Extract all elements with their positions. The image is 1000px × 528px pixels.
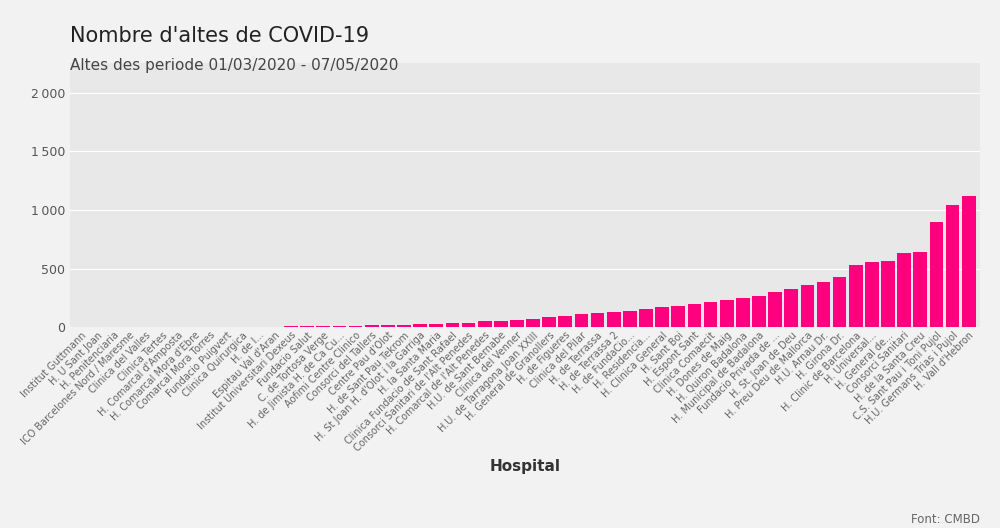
Bar — [542, 317, 556, 327]
Bar — [349, 326, 362, 327]
Bar — [284, 326, 298, 327]
Bar — [849, 265, 863, 327]
Bar — [558, 316, 572, 327]
Bar — [768, 292, 782, 327]
Bar — [300, 326, 314, 327]
Bar — [881, 261, 895, 327]
Bar — [397, 325, 411, 327]
Text: Font: CMBD: Font: CMBD — [911, 513, 980, 526]
Bar — [429, 324, 443, 327]
Bar — [736, 298, 750, 327]
Bar — [946, 205, 959, 327]
Bar — [962, 196, 976, 327]
Bar — [913, 252, 927, 327]
Bar — [655, 307, 669, 327]
Text: Altes des periode 01/03/2020 - 07/05/2020: Altes des periode 01/03/2020 - 07/05/202… — [70, 58, 398, 73]
Bar — [704, 302, 717, 327]
Bar — [801, 285, 814, 327]
Bar — [607, 312, 621, 327]
Bar — [446, 323, 459, 327]
Bar — [639, 309, 653, 327]
Bar — [365, 325, 379, 327]
Bar — [462, 323, 475, 327]
Bar — [268, 326, 282, 327]
Bar — [720, 300, 734, 327]
Bar — [333, 326, 346, 327]
Bar — [494, 321, 508, 327]
Bar — [865, 262, 879, 327]
X-axis label: Hospital: Hospital — [490, 458, 560, 474]
Bar — [381, 325, 395, 327]
Bar — [817, 281, 830, 327]
Bar — [833, 277, 846, 327]
Bar — [930, 222, 943, 327]
Bar — [591, 313, 604, 327]
Bar — [688, 304, 701, 327]
Text: Nombre d'altes de COVID-19: Nombre d'altes de COVID-19 — [70, 26, 369, 46]
Bar — [413, 324, 427, 327]
Bar — [784, 289, 798, 327]
Bar — [316, 326, 330, 327]
Bar — [671, 306, 685, 327]
Bar — [575, 315, 588, 327]
Bar — [526, 318, 540, 327]
Bar — [478, 322, 492, 327]
Bar — [623, 311, 637, 327]
Bar — [897, 253, 911, 327]
Bar — [752, 296, 766, 327]
Bar — [510, 320, 524, 327]
